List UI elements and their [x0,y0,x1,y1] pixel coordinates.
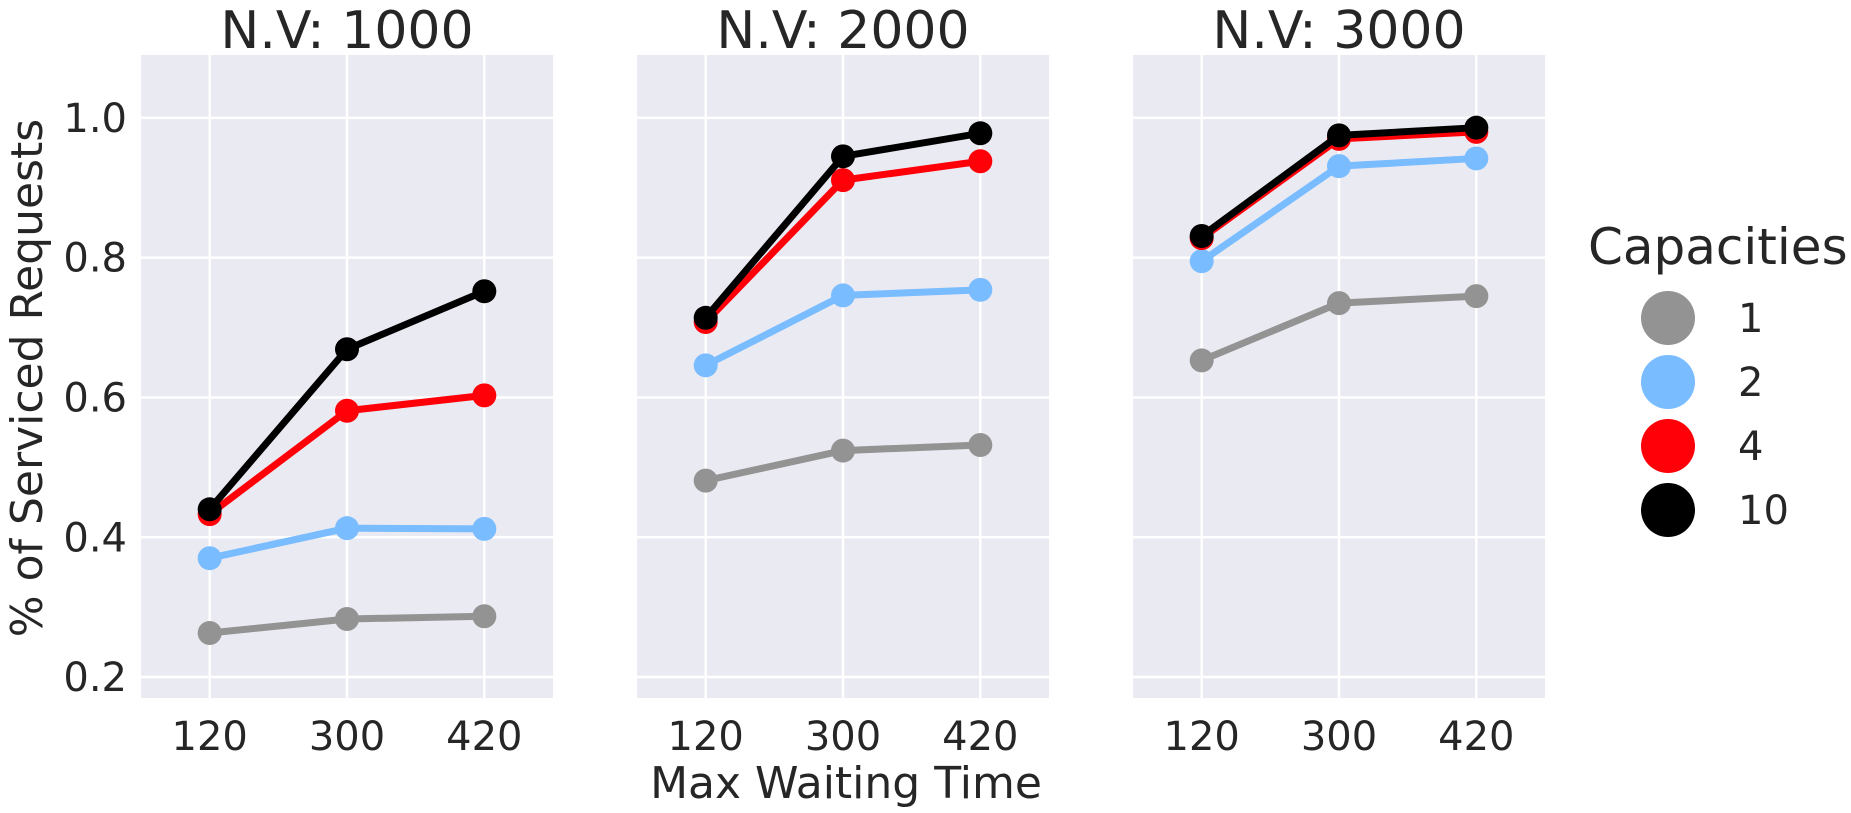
data-point [968,277,993,302]
x-tick-label: 120 [1164,714,1240,760]
data-point [1189,224,1214,249]
data-point [1189,348,1214,373]
y-tick-label: 0.2 [63,655,127,701]
data-point [968,149,993,174]
panel-1: N.V: 1000 120 300 420 0.2 0.4 0.6 0.8 1.0 [63,1,553,760]
series-capacity-10 [693,121,993,330]
series-capacity-2 [197,516,497,571]
legend-marker [1641,355,1695,409]
legend-item-4: 4 [1641,419,1763,473]
series-capacity-1 [693,432,993,493]
y-tick-label: 1.0 [63,96,127,142]
data-point [1464,146,1489,171]
x-tick-label: 420 [1438,714,1514,760]
data-point [472,383,497,408]
panel-title: N.V: 2000 [716,1,969,61]
data-point [693,468,718,493]
data-point [831,144,855,169]
data-point [968,121,993,146]
y-tick-label: 0.8 [63,236,127,282]
y-axis-label: % of Serviced Requests [2,119,53,637]
data-point [197,621,222,646]
data-point [1327,291,1351,316]
legend-label: 10 [1738,488,1789,534]
data-point [831,168,855,193]
data-point [693,353,718,378]
data-point [335,516,359,541]
legend-item-1: 1 [1641,291,1763,345]
x-tick-label: 420 [446,714,522,760]
data-point [197,546,222,571]
series-capacity-10 [197,279,497,522]
series-capacity-1 [197,604,497,646]
data-point [968,432,993,457]
panel-3: N.V: 3000 120 300 420 [1133,1,1545,760]
legend: Capacities 1 2 4 10 [1588,218,1848,537]
x-tick-label: 120 [668,714,744,760]
x-axis-label: Max Waiting Time [650,758,1042,809]
panels-layer: N.V: 1000 120 300 420 0.2 0.4 0.6 0.8 1.0 N.V: 20… [63,1,1545,760]
panel-title: N.V: 3000 [1212,1,1465,61]
y-tick-label: 0.6 [63,375,127,421]
data-point [197,497,222,522]
legend-marker [1641,483,1695,537]
data-point [335,607,359,632]
x-tick-label: 420 [942,714,1018,760]
data-point [472,516,497,541]
data-point [1464,284,1489,309]
x-tick-label: 300 [309,714,385,760]
data-point [831,438,855,463]
data-point [693,305,718,330]
legend-items: 1 2 4 10 [1641,291,1789,537]
data-point [1327,123,1351,148]
legend-label: 4 [1738,424,1763,470]
panel-2: N.V: 2000 120 300 420 [637,1,1049,760]
x-tick-label: 120 [172,714,248,760]
data-point [335,398,359,423]
series-capacity-1 [1189,284,1489,373]
data-point [1464,115,1489,140]
panel-title: N.V: 1000 [220,1,473,61]
legend-label: 1 [1738,296,1763,342]
x-tick-label: 300 [805,714,881,760]
x-tick-label: 300 [1301,714,1377,760]
data-point [472,279,497,304]
data-point [472,604,497,629]
data-point [1327,154,1351,179]
series-capacity-2 [693,277,993,378]
data-point [335,337,359,362]
data-point [1189,249,1214,274]
series-capacity-2 [1189,146,1489,274]
legend-marker [1641,291,1695,345]
legend-label: 2 [1738,360,1763,406]
data-point [831,283,855,308]
series-capacity-10 [1189,115,1489,249]
y-tick-label: 0.4 [63,515,127,561]
legend-title: Capacities [1588,218,1848,276]
legend-marker [1641,419,1695,473]
legend-item-2: 2 [1641,355,1763,409]
legend-item-10: 10 [1641,483,1789,537]
